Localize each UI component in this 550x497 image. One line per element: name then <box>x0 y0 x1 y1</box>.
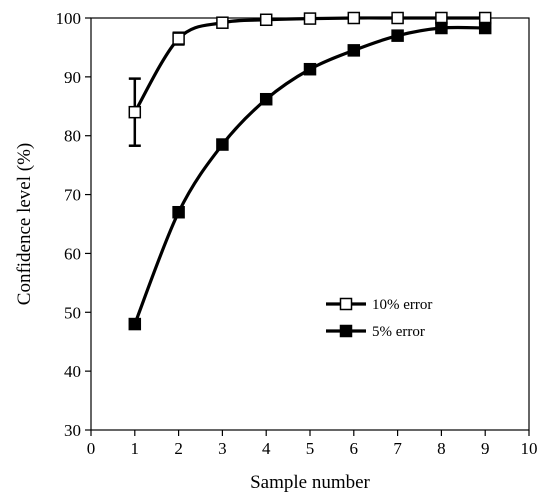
data-point <box>478 21 492 35</box>
x-tick-label: 7 <box>393 439 402 458</box>
y-tick-label: 50 <box>64 303 81 322</box>
x-tick-label: 8 <box>437 439 446 458</box>
series-ten-percent-error <box>128 11 492 147</box>
data-point <box>435 21 448 35</box>
legend: 10% error 5% error <box>326 297 432 340</box>
data-point <box>216 138 229 151</box>
plot-area <box>128 11 492 331</box>
y-tick-label: 100 <box>56 9 82 28</box>
data-point <box>259 13 273 27</box>
data-point <box>347 44 361 57</box>
x-tick-label: 2 <box>174 439 183 458</box>
y-axis-title: Confidence level (%) <box>14 143 35 305</box>
data-point <box>391 11 404 25</box>
x-tick-label: 5 <box>306 439 315 458</box>
x-tick-label: 9 <box>481 439 490 458</box>
y-tick-label: 70 <box>64 186 81 205</box>
y-tick-label: 40 <box>64 362 81 381</box>
data-point <box>303 62 317 76</box>
y-tick-label: 30 <box>64 421 81 440</box>
labels: Sample number Confidence level (%) <box>14 143 371 493</box>
x-tick-label: 0 <box>87 439 96 458</box>
y-tick-label: 80 <box>64 127 81 146</box>
x-tick-label: 1 <box>131 439 140 458</box>
data-point <box>303 12 317 25</box>
data-point <box>216 16 229 29</box>
data-point <box>391 29 404 42</box>
data-point <box>128 105 142 119</box>
data-point <box>172 205 185 219</box>
legend-item: 10% error <box>326 297 432 313</box>
legend-marker <box>339 297 353 311</box>
data-point <box>347 11 361 25</box>
data-point <box>128 317 142 331</box>
x-axis-title: Sample number <box>250 472 370 493</box>
x-tick-label: 6 <box>350 439 359 458</box>
axes: 0 1 2 3 4 5 6 7 8 9 10 30 40 50 60 70 80 90 100 <box>56 9 538 458</box>
x-tick-label: 4 <box>262 439 271 458</box>
data-point <box>172 32 185 45</box>
plot-frame <box>90 17 530 431</box>
y-tick-label: 60 <box>64 244 81 263</box>
legend-label: 5% error <box>372 324 425 340</box>
y-tick-label: 90 <box>64 68 81 87</box>
legend-marker <box>339 324 353 338</box>
x-tick-label: 3 <box>218 439 227 458</box>
series-five-percent-error <box>128 21 492 331</box>
legend-item: 5% error <box>326 324 425 340</box>
data-point <box>259 92 273 106</box>
x-tick-label: 10 <box>521 439 538 458</box>
legend-label: 10% error <box>372 297 432 313</box>
